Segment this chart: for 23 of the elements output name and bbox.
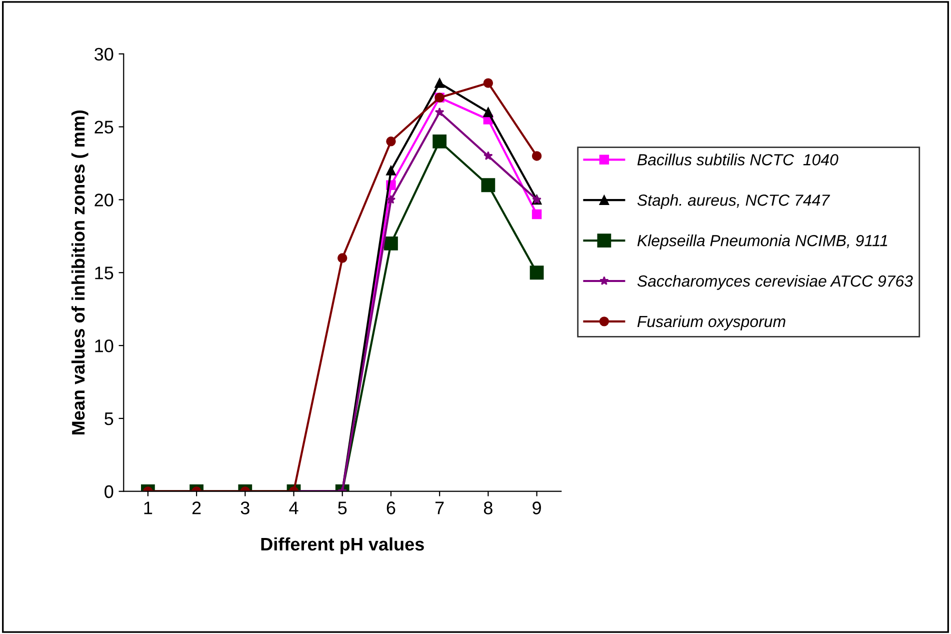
legend-label: Fusarium oxysporum xyxy=(637,315,786,330)
y-tick-label: 0 xyxy=(104,485,114,498)
y-axis-title: Mean values of inhibition zones ( mm) xyxy=(71,110,88,434)
x-tick-label: 3 xyxy=(240,502,250,514)
x-tick-label: 4 xyxy=(289,502,298,514)
x-tick-label: 9 xyxy=(532,502,541,514)
y-tick-label: 15 xyxy=(95,266,114,280)
y-tick-label: 25 xyxy=(94,120,114,134)
x-tick-label: 7 xyxy=(435,502,444,514)
legend-label: Bacillus subtilis NCTC 1040 xyxy=(637,154,838,166)
x-axis-title: Different pH values xyxy=(261,537,424,554)
y-tick-label: 30 xyxy=(94,48,114,61)
y-tick-label: 20 xyxy=(94,194,114,206)
y-tick-label: 10 xyxy=(95,339,114,352)
x-tick-label: 6 xyxy=(386,502,396,514)
y-tick-label: 5 xyxy=(104,412,114,426)
legend-label: Klepseilla Pneumonia NCIMB, 9111 xyxy=(637,234,888,250)
x-tick-label: 1 xyxy=(144,502,152,514)
legend-label: Staph. aureus, NCTC 7447 xyxy=(637,194,830,209)
x-tick-label: 2 xyxy=(192,502,201,514)
legend-label: Saccharomyces cerevisiae ATCC 9763 xyxy=(637,275,913,290)
x-tick-label: 8 xyxy=(484,502,492,514)
x-tick-label: 5 xyxy=(338,502,347,514)
